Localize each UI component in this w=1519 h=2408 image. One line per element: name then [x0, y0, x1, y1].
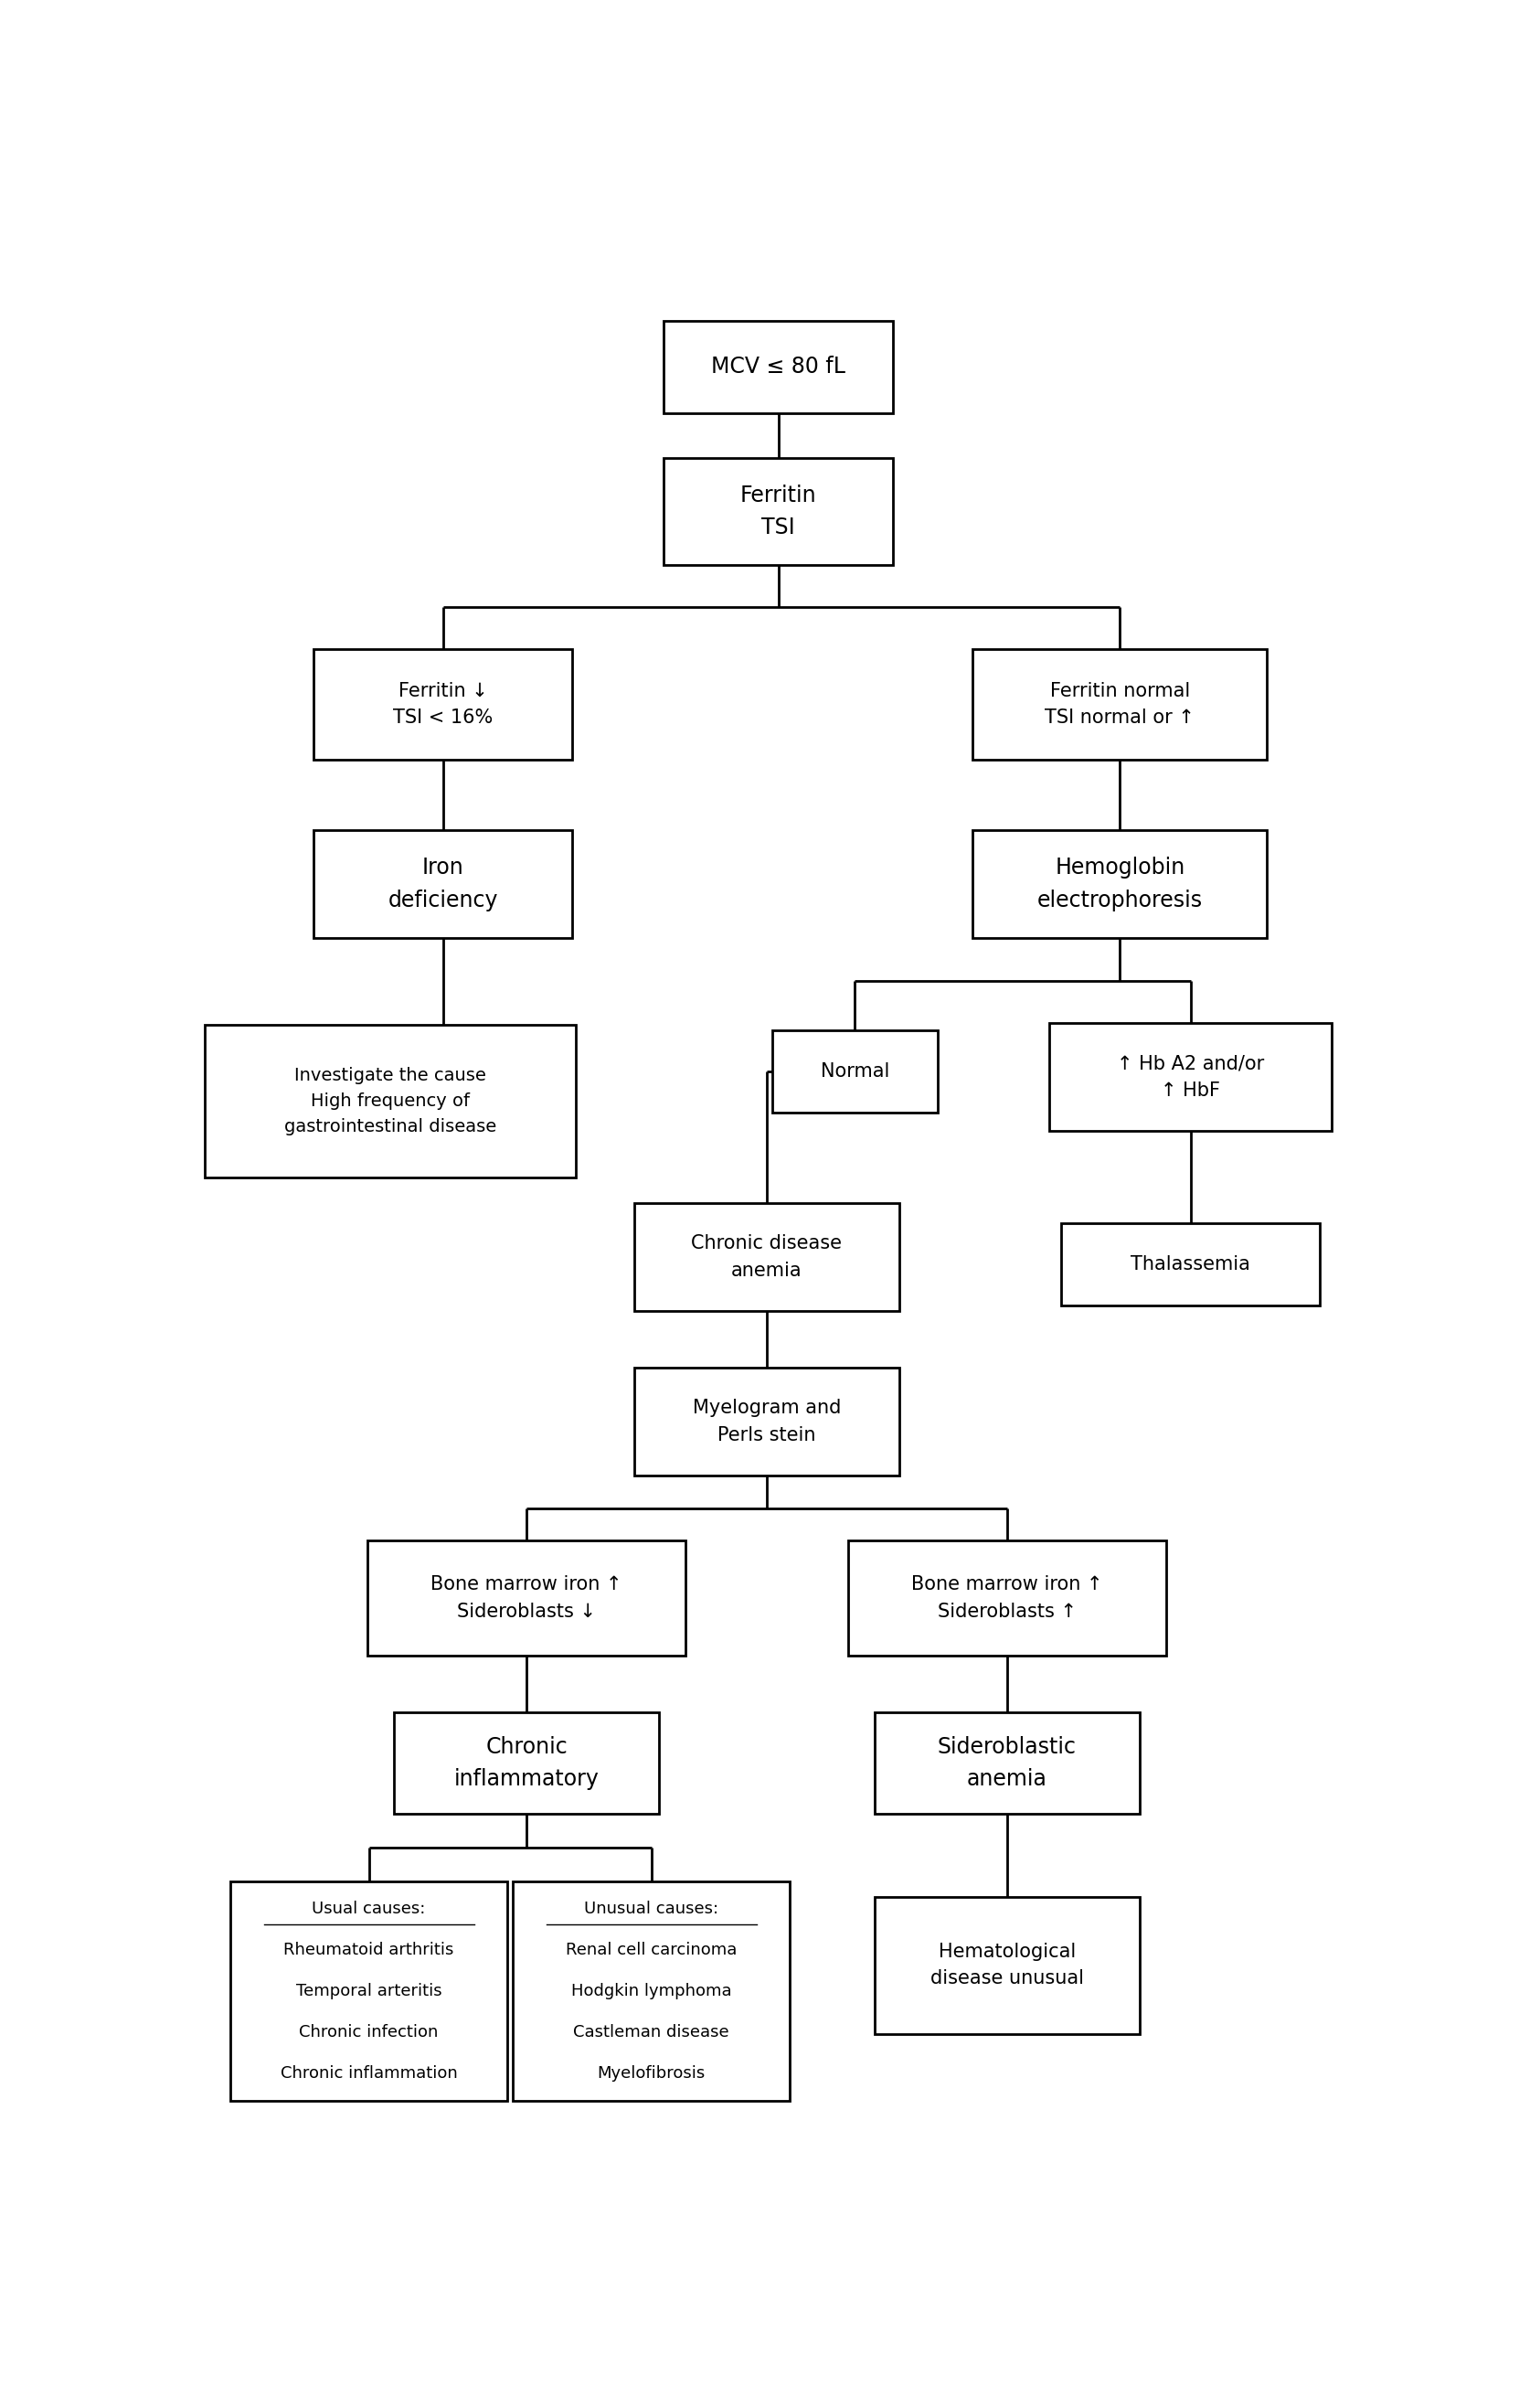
FancyBboxPatch shape — [875, 1712, 1139, 1813]
Text: Ferritin
TSI: Ferritin TSI — [740, 484, 817, 539]
Text: Iron
deficiency: Iron deficiency — [387, 857, 498, 910]
FancyBboxPatch shape — [972, 831, 1267, 937]
FancyBboxPatch shape — [635, 1204, 899, 1310]
Text: Unusual causes:: Unusual causes: — [585, 1900, 718, 1917]
Text: Chronic inflammation: Chronic inflammation — [281, 2066, 457, 2083]
Text: Bone marrow iron ↑
Sideroblasts ↓: Bone marrow iron ↑ Sideroblasts ↓ — [431, 1575, 623, 1621]
Text: Ferritin normal
TSI normal or ↑: Ferritin normal TSI normal or ↑ — [1045, 681, 1195, 727]
Text: Sideroblastic
anemia: Sideroblastic anemia — [937, 1736, 1077, 1789]
FancyBboxPatch shape — [368, 1541, 685, 1654]
Text: Castleman disease: Castleman disease — [573, 2025, 729, 2040]
Text: Temporal arteritis: Temporal arteritis — [296, 1982, 442, 1999]
FancyBboxPatch shape — [664, 320, 893, 414]
FancyBboxPatch shape — [875, 1898, 1139, 2035]
FancyBboxPatch shape — [393, 1712, 659, 1813]
FancyBboxPatch shape — [635, 1368, 899, 1476]
Text: Ferritin ↓
TSI < 16%: Ferritin ↓ TSI < 16% — [393, 681, 492, 727]
FancyBboxPatch shape — [664, 458, 893, 566]
Text: ↑ Hb A2 and/or
↑ HbF: ↑ Hb A2 and/or ↑ HbF — [1116, 1055, 1264, 1100]
Text: Normal: Normal — [820, 1062, 890, 1081]
Text: Rheumatoid arthritis: Rheumatoid arthritis — [284, 1941, 454, 1958]
FancyBboxPatch shape — [1050, 1023, 1332, 1132]
Text: Investigate the cause
High frequency of
gastrointestinal disease: Investigate the cause High frequency of … — [284, 1067, 497, 1134]
FancyBboxPatch shape — [313, 648, 573, 761]
FancyBboxPatch shape — [1060, 1223, 1320, 1305]
Text: Chronic disease
anemia: Chronic disease anemia — [691, 1235, 842, 1279]
Text: Myelofibrosis: Myelofibrosis — [597, 2066, 705, 2083]
Text: MCV ≤ 80 fL: MCV ≤ 80 fL — [711, 356, 846, 378]
FancyBboxPatch shape — [972, 648, 1267, 761]
Text: Renal cell carcinoma: Renal cell carcinoma — [565, 1941, 737, 1958]
FancyBboxPatch shape — [313, 831, 573, 937]
Text: Hodgkin lymphoma: Hodgkin lymphoma — [571, 1982, 732, 1999]
Text: Usual causes:: Usual causes: — [311, 1900, 425, 1917]
Text: Hemoglobin
electrophoresis: Hemoglobin electrophoresis — [1037, 857, 1203, 910]
Text: Myelogram and
Perls stein: Myelogram and Perls stein — [693, 1399, 842, 1445]
Text: Thalassemia: Thalassemia — [1130, 1255, 1250, 1274]
FancyBboxPatch shape — [848, 1541, 1165, 1654]
FancyBboxPatch shape — [513, 1881, 790, 2100]
FancyBboxPatch shape — [205, 1026, 576, 1178]
Text: Hematological
disease unusual: Hematological disease unusual — [930, 1943, 1083, 1987]
FancyBboxPatch shape — [231, 1881, 507, 2100]
Text: Bone marrow iron ↑
Sideroblasts ↑: Bone marrow iron ↑ Sideroblasts ↑ — [911, 1575, 1103, 1621]
Text: Chronic
inflammatory: Chronic inflammatory — [454, 1736, 598, 1789]
Text: Chronic infection: Chronic infection — [299, 2025, 439, 2040]
FancyBboxPatch shape — [773, 1031, 937, 1112]
